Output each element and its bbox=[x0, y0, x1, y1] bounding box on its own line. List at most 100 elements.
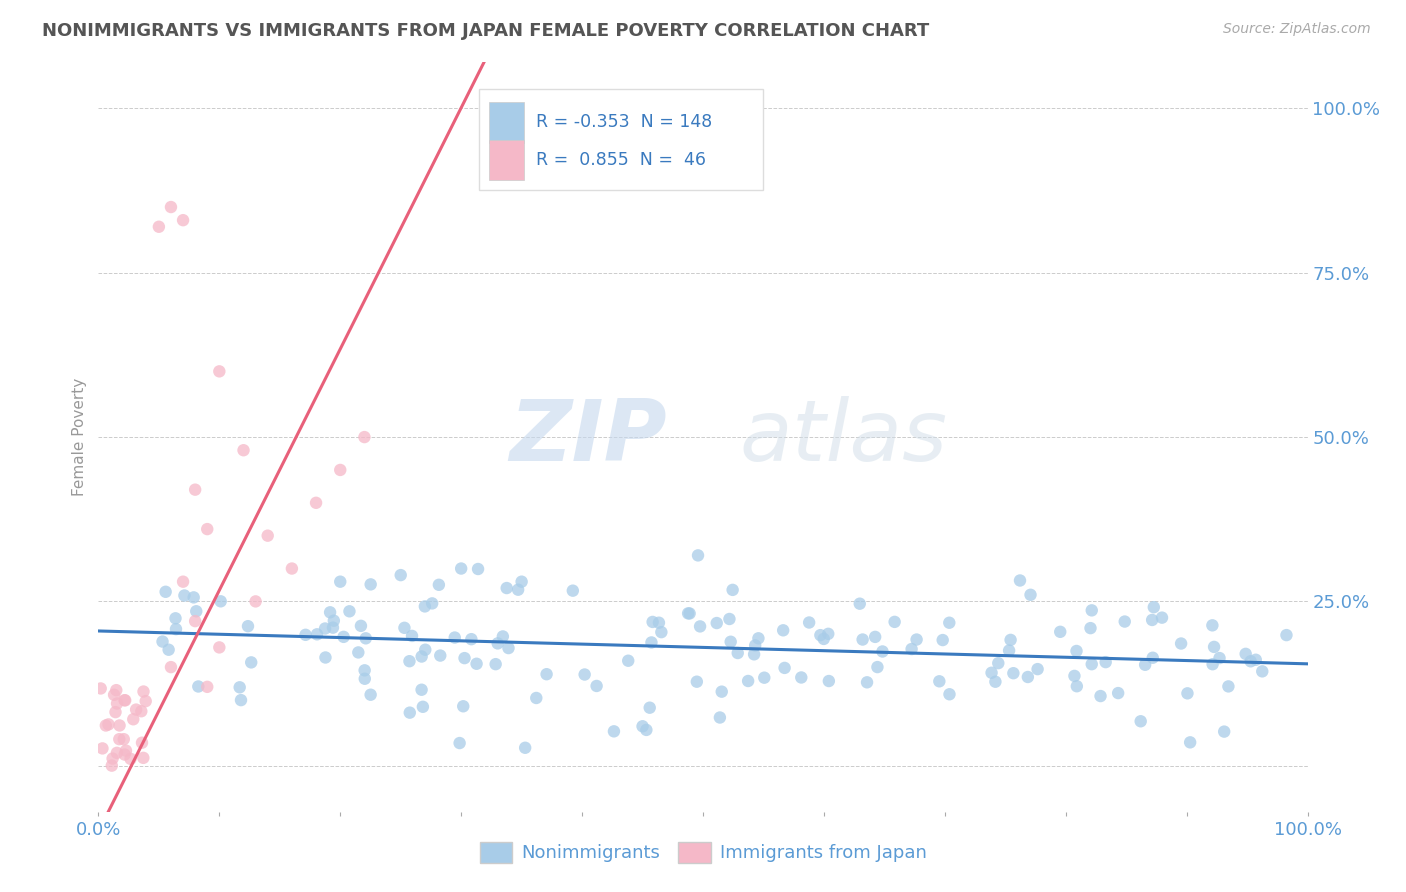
Point bbox=[515, 740, 537, 755]
Point bbox=[1107, 686, 1129, 700]
Point bbox=[686, 549, 709, 563]
Point bbox=[152, 634, 174, 648]
Point bbox=[427, 578, 450, 592]
Point bbox=[453, 651, 475, 665]
Point bbox=[460, 632, 482, 647]
Point bbox=[186, 604, 208, 618]
Point bbox=[132, 684, 155, 698]
Point bbox=[980, 665, 1002, 680]
Point bbox=[1143, 600, 1166, 615]
Point bbox=[108, 732, 131, 747]
Point bbox=[354, 632, 377, 646]
Point bbox=[1066, 679, 1088, 693]
Point bbox=[195, 680, 218, 694]
Point bbox=[492, 630, 515, 644]
Point bbox=[172, 574, 194, 589]
Point bbox=[165, 622, 187, 636]
Point bbox=[1177, 686, 1199, 700]
Point bbox=[817, 627, 839, 641]
Point bbox=[1066, 644, 1088, 658]
Point bbox=[1140, 613, 1163, 627]
Text: Source: ZipAtlas.com: Source: ZipAtlas.com bbox=[1223, 22, 1371, 37]
Point bbox=[1080, 621, 1102, 635]
Point bbox=[157, 642, 180, 657]
Point bbox=[1234, 647, 1257, 661]
Point bbox=[754, 671, 776, 685]
Point bbox=[813, 632, 835, 646]
Point bbox=[636, 723, 658, 737]
Point bbox=[122, 712, 145, 726]
Point bbox=[485, 657, 508, 672]
Point bbox=[398, 654, 420, 668]
Point bbox=[413, 642, 436, 657]
Point bbox=[1244, 653, 1267, 667]
Point bbox=[486, 636, 509, 650]
Point bbox=[790, 671, 813, 685]
Point bbox=[852, 632, 875, 647]
Point bbox=[938, 615, 960, 630]
Point bbox=[709, 710, 731, 724]
Point bbox=[256, 529, 278, 543]
Point bbox=[208, 640, 231, 655]
Point bbox=[773, 661, 796, 675]
Point bbox=[710, 684, 733, 698]
Point bbox=[420, 596, 443, 610]
Point bbox=[1002, 666, 1025, 681]
Point bbox=[797, 615, 820, 630]
Point bbox=[1000, 632, 1022, 647]
Point bbox=[1129, 714, 1152, 729]
Point bbox=[742, 648, 765, 662]
Point bbox=[721, 582, 744, 597]
Point bbox=[772, 624, 794, 638]
Point bbox=[360, 688, 382, 702]
Point bbox=[650, 625, 672, 640]
Point bbox=[727, 646, 749, 660]
Point bbox=[744, 639, 766, 653]
Point bbox=[449, 736, 471, 750]
Point bbox=[101, 758, 124, 772]
Point bbox=[125, 703, 148, 717]
Point bbox=[347, 645, 370, 659]
Point bbox=[120, 752, 142, 766]
FancyBboxPatch shape bbox=[489, 103, 524, 143]
Point bbox=[184, 614, 207, 628]
Y-axis label: Female Poverty: Female Poverty bbox=[72, 378, 87, 496]
Point bbox=[135, 694, 157, 708]
Point bbox=[872, 644, 894, 658]
Point bbox=[1170, 636, 1192, 650]
Point bbox=[818, 673, 841, 688]
Point bbox=[1080, 657, 1102, 672]
Point bbox=[561, 583, 583, 598]
Point bbox=[603, 724, 626, 739]
Point bbox=[631, 719, 654, 733]
Point bbox=[938, 687, 960, 701]
Point bbox=[1218, 680, 1240, 694]
Text: ZIP: ZIP bbox=[509, 395, 666, 479]
Point bbox=[678, 607, 700, 621]
Text: R =  0.855  N =  46: R = 0.855 N = 46 bbox=[536, 151, 706, 169]
Point bbox=[686, 674, 709, 689]
Point bbox=[104, 705, 127, 719]
Point bbox=[498, 641, 520, 656]
Text: atlas: atlas bbox=[740, 395, 948, 479]
Point bbox=[1251, 665, 1274, 679]
Point bbox=[648, 615, 671, 630]
Point bbox=[332, 630, 354, 644]
Point bbox=[165, 611, 187, 625]
Point bbox=[131, 704, 153, 718]
Point bbox=[883, 615, 905, 629]
Point bbox=[585, 679, 607, 693]
Point bbox=[240, 656, 263, 670]
Point bbox=[676, 607, 699, 621]
Point bbox=[160, 660, 183, 674]
Point bbox=[131, 736, 153, 750]
Point bbox=[114, 693, 136, 707]
Point bbox=[172, 213, 194, 227]
Point bbox=[429, 648, 451, 663]
Point bbox=[329, 574, 352, 589]
Point bbox=[394, 621, 416, 635]
Point bbox=[187, 680, 209, 694]
Point bbox=[495, 581, 517, 595]
Point bbox=[856, 675, 879, 690]
FancyBboxPatch shape bbox=[479, 88, 763, 190]
